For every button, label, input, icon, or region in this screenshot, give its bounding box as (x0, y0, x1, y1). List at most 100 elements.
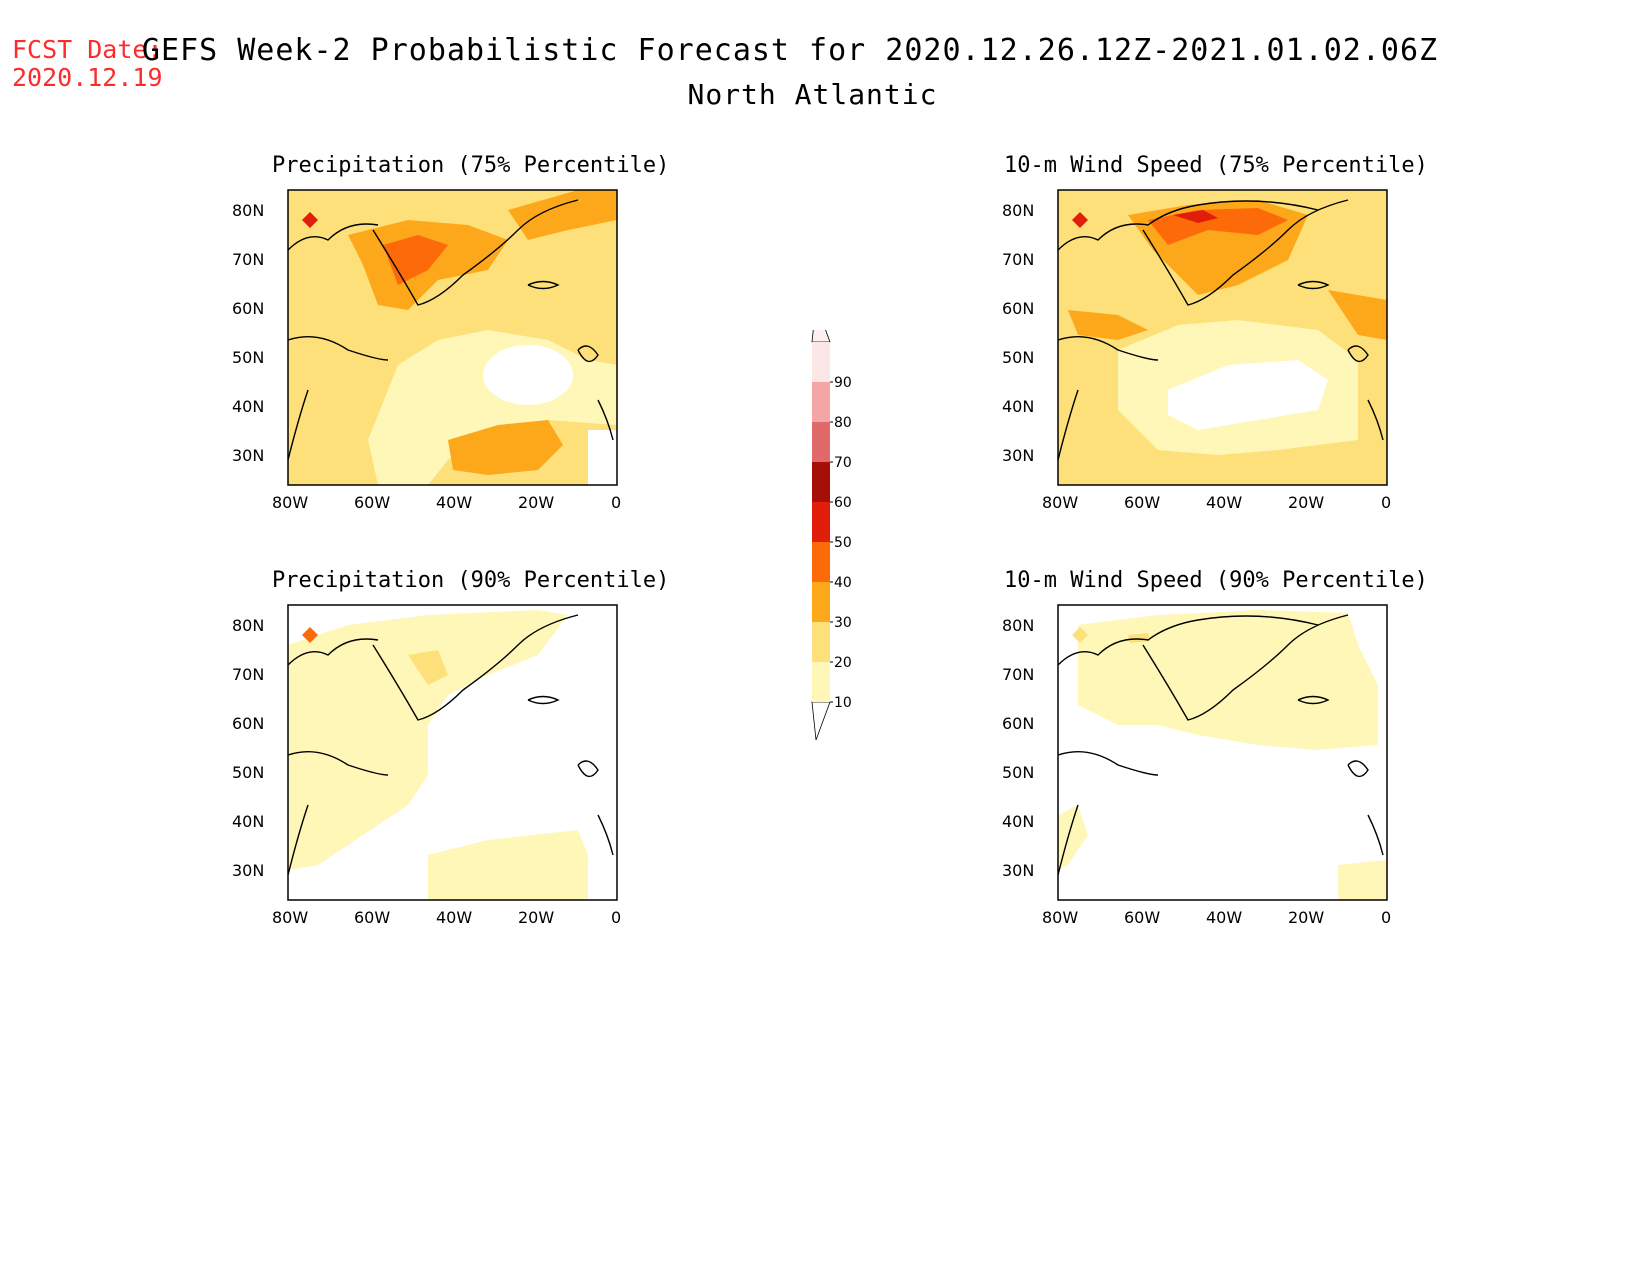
colorbar-box (812, 462, 830, 502)
lat-label: 60N (232, 714, 264, 733)
map-precip90: 80N 70N 60N 50N 40N 30N 80W 60W 40W 20W … (232, 604, 621, 927)
shade-30-wind75-east (1328, 290, 1387, 340)
lat-label: 70N (1002, 250, 1034, 269)
shade-50-wind75 (1173, 210, 1218, 223)
shade-clear-wind75 (1168, 360, 1328, 430)
lat-label: 60N (232, 299, 264, 318)
lon-label: 20W (518, 908, 554, 927)
lon-label: 40W (436, 493, 472, 512)
colorbar-label: 90 (834, 375, 852, 391)
shade-10-wind90 (1078, 610, 1378, 750)
lon-label: 60W (354, 493, 390, 512)
shade-20-wind90 (1128, 633, 1150, 643)
lat-label: 60N (1002, 714, 1034, 733)
fcst-date-label: FCST Date: (12, 35, 163, 64)
lon-label: 60W (1124, 908, 1160, 927)
lat-label: 30N (1002, 446, 1034, 465)
colorbar-boxes (811, 330, 833, 741)
lat-label: 50N (232, 348, 264, 367)
colorbar-label: 70 (834, 455, 852, 471)
lat-label: 30N (232, 861, 264, 880)
lon-label: 80W (272, 493, 308, 512)
shade-30-precip75-south (448, 420, 563, 475)
shade-50-precip90 (302, 627, 318, 643)
shade-20-precip90 (408, 650, 448, 685)
lat-label: 80N (1002, 201, 1034, 220)
forecast-date: FCST Date: 2020.12.19 (12, 36, 163, 92)
colorbar-box (812, 582, 830, 622)
colorbar-label: 30 (834, 615, 852, 631)
colorbar-label: 50 (834, 535, 852, 551)
lat-label: 70N (1002, 665, 1034, 684)
panel-title-precip75: Precipitation (75% Percentile) (272, 153, 670, 178)
coastline-precip90 (287, 614, 614, 876)
map-wind90: 80N 70N 60N 50N 40N 30N 80W 60W 40W 20W … (1002, 604, 1391, 927)
colorbar-label: 40 (834, 575, 852, 591)
lon-label: 60W (354, 908, 390, 927)
region-subtitle: North Atlantic (687, 78, 938, 111)
colorbar-label: 60 (834, 495, 852, 511)
map-wind75: 80N 70N 60N 50N 40N 30N 80W 60W 40W 20W … (1002, 189, 1391, 512)
coastline-wind90 (1057, 614, 1384, 876)
lon-label: 0 (611, 908, 621, 927)
lon-label: 0 (611, 493, 621, 512)
colorbar-bottom-extension (811, 701, 831, 741)
lat-ticks-precip75: 80N 70N 60N 50N 40N 30N (232, 201, 264, 465)
lat-label: 80N (232, 201, 264, 220)
colorbar-box (812, 622, 830, 662)
coastline-precip75 (287, 199, 614, 461)
panel-title-wind75: 10-m Wind Speed (75% Percentile) (1004, 153, 1428, 178)
lon-label: 60W (1124, 493, 1160, 512)
lon-label: 40W (1206, 908, 1242, 927)
shade-50-wind75-b (1072, 212, 1088, 228)
shade-10-wind90-se (1338, 860, 1387, 900)
fcst-date-value: 2020.12.19 (12, 63, 163, 92)
colorbar-labels: 10 20 30 40 50 60 70 80 90 (834, 375, 852, 711)
lon-label: 0 (1381, 908, 1391, 927)
colorbar-box (812, 422, 830, 462)
colorbar-label: 80 (834, 415, 852, 431)
colorbar-box (812, 662, 830, 702)
shade-10-wind90-sw (1058, 805, 1088, 870)
colorbar-box (812, 542, 830, 582)
shade-clear-precip75 (483, 345, 573, 405)
colorbar-top-extension (811, 330, 831, 343)
panel-title-precip90: Precipitation (90% Percentile) (272, 568, 670, 593)
shade-10-precip90 (288, 610, 568, 870)
lon-label: 40W (1206, 493, 1242, 512)
lat-label: 50N (1002, 348, 1034, 367)
lon-label: 40W (436, 908, 472, 927)
map-precip75: 80N 70N 60N 50N 40N 30N 80W 60W 40W 20W … (232, 189, 621, 512)
lat-label: 50N (1002, 763, 1034, 782)
colorbar-label: 20 (834, 655, 852, 671)
shade-20-wind90-b (1072, 627, 1088, 643)
lon-label: 80W (1042, 493, 1078, 512)
lat-label: 30N (232, 446, 264, 465)
lat-label: 30N (1002, 861, 1034, 880)
shade-30-wind75-west (1068, 310, 1148, 340)
lon-label: 20W (1288, 493, 1324, 512)
lat-label: 80N (1002, 616, 1034, 635)
lat-label: 40N (232, 812, 264, 831)
lon-label: 80W (272, 908, 308, 927)
lon-label: 20W (518, 493, 554, 512)
lat-label: 40N (232, 397, 264, 416)
colorbar-box (812, 382, 830, 422)
lon-ticks-precip75: 80W 60W 40W 20W 0 (272, 493, 621, 512)
lat-label: 40N (1002, 812, 1034, 831)
lat-label: 70N (232, 665, 264, 684)
lon-label: 80W (1042, 908, 1078, 927)
lat-label: 70N (232, 250, 264, 269)
lon-label: 0 (1381, 493, 1391, 512)
shade-30-precip75-ne (508, 190, 617, 240)
lon-label: 20W (1288, 908, 1324, 927)
main-title: GEFS Week-2 Probabilistic Forecast for 2… (141, 33, 1439, 68)
lat-label: 80N (232, 616, 264, 635)
lat-label: 60N (1002, 299, 1034, 318)
panel-title-wind90: 10-m Wind Speed (90% Percentile) (1004, 568, 1428, 593)
colorbar-label: 10 (834, 695, 852, 711)
shade-50-precip75 (302, 212, 318, 228)
shade-10-precip90-s (428, 830, 588, 900)
coastline-wind75 (1057, 199, 1384, 461)
lat-label: 50N (232, 763, 264, 782)
